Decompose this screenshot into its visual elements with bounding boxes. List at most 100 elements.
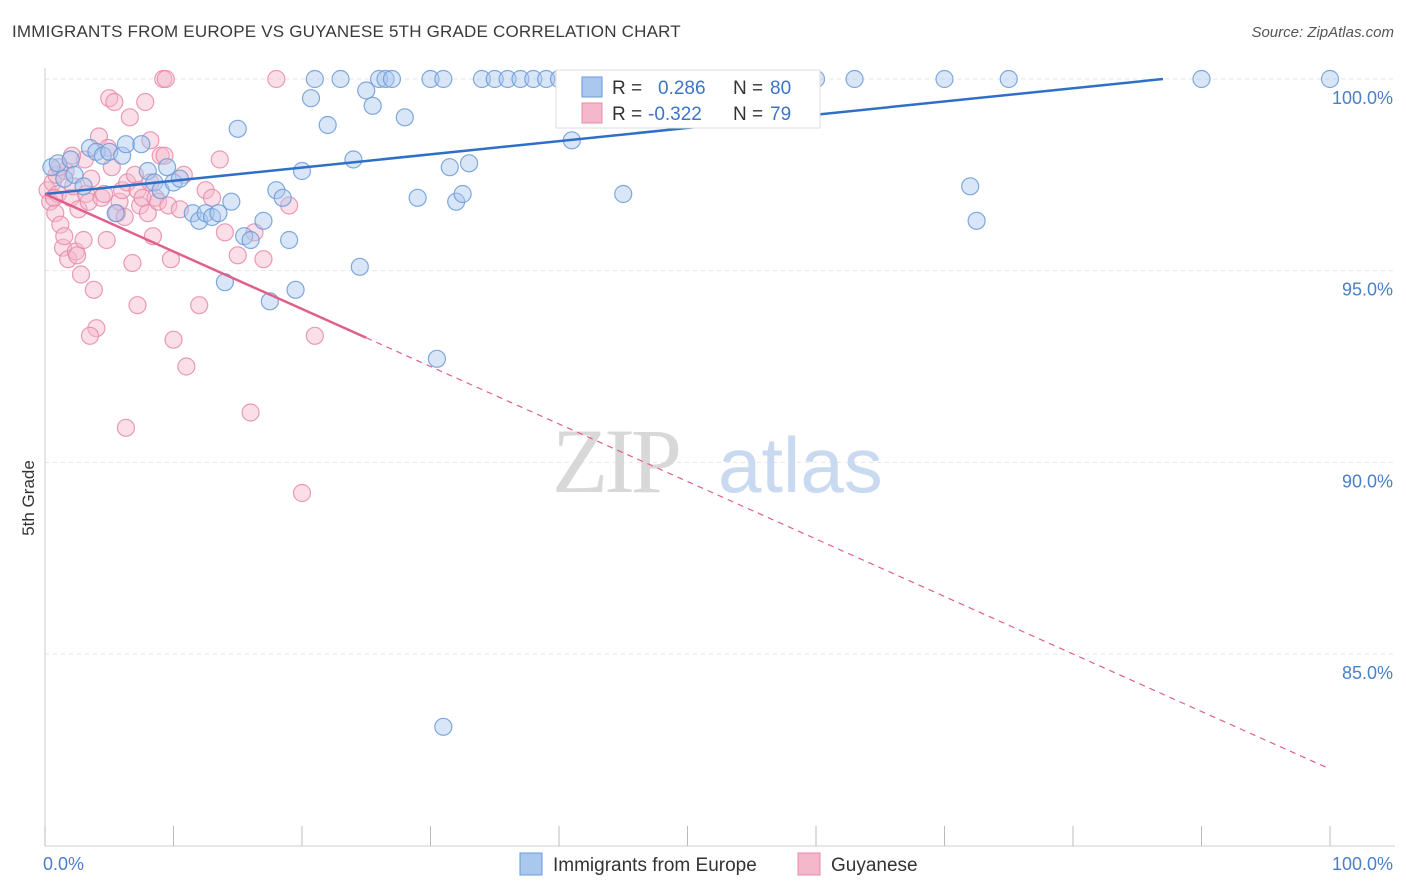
bottom-legend: Immigrants from Europe Guyanese [519, 852, 918, 876]
point-guyanese [55, 227, 74, 246]
point-europe [395, 108, 414, 127]
point-guyanese [116, 418, 136, 437]
point-europe [138, 161, 157, 181]
point-guyanese [95, 184, 114, 204]
point-europe [376, 69, 395, 89]
point-europe [157, 158, 177, 177]
series-guyanese-points [38, 69, 324, 503]
point-guyanese [128, 296, 147, 315]
series-europe-points [42, 69, 1340, 736]
point-europe [344, 150, 363, 169]
legend-swatch-guyanese [581, 102, 603, 124]
point-guyanese [84, 280, 103, 299]
point-europe [845, 69, 864, 89]
point-guyanese [141, 131, 160, 150]
point-europe [453, 184, 472, 204]
point-europe [106, 204, 125, 223]
watermark-atlas: atlas [718, 421, 883, 509]
point-guyanese [74, 230, 93, 250]
point-europe [967, 211, 986, 230]
trendline-europe [44, 77, 1164, 196]
point-europe [459, 154, 479, 173]
point-guyanese [210, 150, 229, 169]
point-guyanese [105, 92, 124, 112]
legend-swatch-europe [581, 76, 603, 98]
point-europe [382, 69, 402, 89]
point-europe [280, 230, 299, 250]
bottom-legend-label-europe: Immigrants from Europe [553, 855, 757, 876]
point-europe [350, 257, 369, 276]
trendline-guyanese-dashed [366, 337, 1331, 770]
point-europe [74, 177, 93, 196]
point-guyanese [292, 483, 312, 503]
point-guyanese [190, 296, 209, 315]
legend-r-value-guyanese: -0.322 [648, 104, 702, 125]
grid-lines [45, 78, 1395, 655]
bottom-legend-swatch-europe [519, 852, 543, 876]
point-guyanese [138, 204, 157, 223]
point-europe [421, 69, 440, 89]
point-guyanese [241, 403, 260, 422]
point-europe [55, 169, 74, 188]
point-europe [434, 69, 453, 89]
x-tick-labels: 0.0% 100.0% [43, 854, 1393, 874]
point-guyanese [59, 250, 78, 269]
point-guyanese [202, 188, 222, 207]
point-europe [228, 119, 247, 138]
bottom-legend-swatch-guyanese [797, 852, 821, 876]
point-europe [472, 69, 491, 89]
point-guyanese [156, 69, 175, 89]
point-guyanese [71, 265, 91, 284]
x-tick-label: 0.0% [43, 854, 84, 874]
point-europe [292, 161, 312, 181]
point-europe [614, 184, 633, 204]
point-guyanese [80, 326, 100, 345]
point-guyanese [159, 196, 178, 215]
point-europe [209, 204, 228, 223]
point-europe [132, 135, 151, 154]
point-guyanese [267, 69, 286, 89]
trend-lines [44, 77, 1331, 770]
point-europe [408, 188, 427, 207]
legend-n-value-europe: 80 [770, 78, 791, 99]
point-guyanese [228, 246, 247, 265]
point-europe [357, 81, 376, 100]
point-europe [301, 89, 321, 108]
x-tick-label: 100.0% [1332, 854, 1393, 874]
y-axis-label: 5th Grade [19, 460, 38, 536]
point-guyanese [151, 146, 170, 165]
point-guyanese [115, 207, 134, 227]
point-europe [241, 230, 260, 250]
point-guyanese [148, 192, 168, 211]
point-europe [363, 96, 382, 115]
point-europe [61, 150, 80, 169]
point-europe [222, 192, 241, 211]
point-europe [434, 717, 453, 736]
point-europe [485, 69, 504, 89]
y-tick-label: 85.0% [1342, 663, 1393, 683]
watermark: ZIP atlas [552, 410, 883, 512]
legend: R = 0.286 N = 80 R = -0.322 N = 79 [555, 69, 821, 129]
point-europe [331, 69, 350, 89]
point-europe [305, 69, 324, 89]
legend-r-label-europe: R = [612, 78, 642, 99]
source-label: Source: ZipAtlas.com [1251, 24, 1394, 41]
y-tick-label: 100.0% [1332, 88, 1393, 108]
point-europe [537, 69, 556, 89]
point-guyanese [155, 146, 174, 165]
point-europe [935, 69, 954, 89]
legend-r-label-guyanese: R = [612, 104, 642, 125]
legend-r-value-europe: 0.286 [658, 78, 706, 99]
point-europe [254, 211, 273, 230]
trendline-guyanese-solid [44, 192, 367, 339]
point-guyanese [177, 357, 196, 376]
legend-n-value-guyanese: 79 [770, 104, 791, 125]
point-europe [370, 69, 389, 89]
point-europe [1192, 69, 1211, 89]
chart-title: IMMIGRANTS FROM EUROPE VS GUYANESE 5TH G… [12, 22, 681, 41]
point-guyanese [97, 230, 116, 250]
legend-n-label-guyanese: N = [733, 104, 763, 125]
point-europe [961, 177, 980, 196]
point-guyanese [68, 246, 87, 265]
